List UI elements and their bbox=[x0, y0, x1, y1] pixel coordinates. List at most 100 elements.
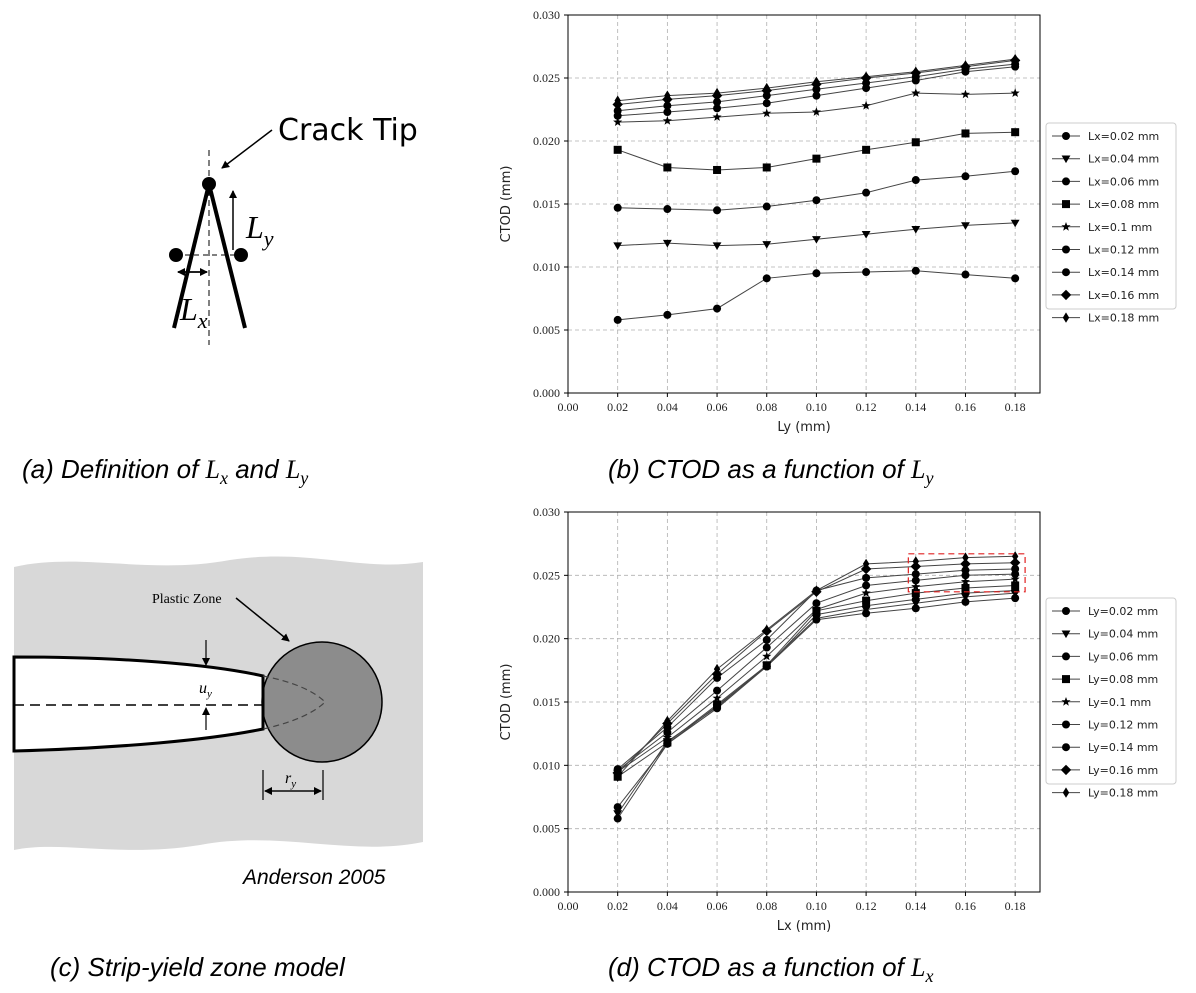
y-tick-label: 0.025 bbox=[533, 568, 560, 582]
lx-symbol: Lx bbox=[179, 291, 208, 333]
crack-tip-arrow bbox=[221, 129, 273, 169]
data-point bbox=[762, 108, 772, 118]
y-tick-label: 0.000 bbox=[533, 885, 560, 899]
data-point bbox=[862, 581, 871, 590]
legend-marker bbox=[1062, 607, 1070, 615]
data-point bbox=[812, 154, 821, 163]
data-point bbox=[862, 558, 870, 570]
plot-frame bbox=[567, 511, 1041, 893]
panel-a-diagram: Crack Tip Ly Lx bbox=[169, 113, 418, 345]
x-tick-label: 0.12 bbox=[856, 899, 877, 913]
y-tick-label: 0.015 bbox=[533, 695, 560, 709]
x-tick-label: 0.00 bbox=[558, 400, 579, 414]
legend-marker bbox=[1060, 764, 1072, 776]
y-tick-label: 0.005 bbox=[533, 323, 560, 337]
data-point bbox=[1011, 274, 1020, 283]
data-point bbox=[613, 106, 622, 115]
x-tick-label: 0.10 bbox=[806, 899, 827, 913]
x-tick-label: 0.12 bbox=[856, 400, 877, 414]
uy-symbol: uy bbox=[199, 680, 212, 700]
data-point bbox=[862, 188, 871, 197]
data-point bbox=[812, 91, 821, 100]
data-point bbox=[712, 693, 722, 703]
x-tick-label: 0.08 bbox=[756, 899, 777, 913]
x-tick-label: 0.18 bbox=[1005, 400, 1026, 414]
data-point bbox=[614, 771, 621, 782]
data-point bbox=[811, 107, 821, 116]
data-point bbox=[762, 202, 771, 211]
data-point bbox=[1011, 53, 1019, 65]
data-point bbox=[911, 88, 921, 97]
crack-tip-label: Crack Tip bbox=[278, 113, 418, 148]
data-point bbox=[862, 268, 871, 277]
data-point bbox=[961, 129, 970, 138]
legend-marker bbox=[1062, 743, 1070, 752]
legend-label: Ly=0.18 mm bbox=[1088, 787, 1158, 800]
data-point bbox=[662, 239, 672, 248]
y-tick-label: 0.025 bbox=[533, 71, 560, 85]
legend-label: Lx=0.02 mm bbox=[1088, 130, 1159, 143]
data-point bbox=[614, 95, 621, 106]
data-point bbox=[862, 71, 870, 82]
x-tick-label: 0.02 bbox=[607, 400, 628, 414]
legend-marker bbox=[1062, 652, 1070, 661]
plastic-zone-arrow bbox=[235, 597, 290, 642]
x-tick-label: 0.02 bbox=[607, 899, 628, 913]
data-point bbox=[1010, 574, 1020, 583]
credit-label: Anderson 2005 bbox=[241, 866, 386, 889]
data-point bbox=[1010, 219, 1020, 228]
data-point bbox=[961, 222, 970, 230]
data-point bbox=[663, 108, 672, 117]
y-tick-label: 0.000 bbox=[533, 386, 560, 400]
y-axis-label: CTOD (mm) bbox=[499, 664, 514, 741]
x-tick-label: 0.18 bbox=[1005, 899, 1026, 913]
legend-marker bbox=[1061, 630, 1071, 639]
y-axis-label: CTOD (mm) bbox=[499, 166, 514, 243]
data-point bbox=[762, 635, 771, 644]
data-point bbox=[762, 274, 771, 283]
data-point bbox=[960, 89, 970, 99]
legend-marker bbox=[1061, 155, 1071, 164]
data-point bbox=[812, 269, 821, 278]
data-point bbox=[712, 242, 722, 250]
highlight-box bbox=[907, 553, 1026, 593]
legend-frame bbox=[1045, 597, 1177, 785]
data-point bbox=[713, 700, 722, 709]
data-point bbox=[613, 117, 623, 126]
legend-label: Lx=0.12 mm bbox=[1088, 244, 1159, 257]
data-point bbox=[912, 66, 919, 77]
legend-label: Ly=0.06 mm bbox=[1088, 650, 1158, 663]
data-point bbox=[762, 661, 771, 670]
caption-d: (d) CTOD as a function of Lx bbox=[608, 952, 933, 986]
legend: Ly=0.02 mm Ly=0.04 mm Ly=0.06 mm Ly=0.08 mm… bbox=[1045, 597, 1177, 800]
chart-d: 0.00 0.02 0.04 0.06 0.08 0.10 0.12 0.14 0.16 0.18… bbox=[499, 505, 1177, 934]
data-point bbox=[663, 163, 672, 172]
data-point bbox=[662, 116, 672, 125]
data-point bbox=[911, 176, 920, 185]
caption-a: (a) Definition of Lx and Ly bbox=[22, 454, 308, 488]
data-point bbox=[763, 624, 770, 635]
data-point bbox=[862, 573, 871, 582]
data-point bbox=[911, 266, 920, 275]
data-point bbox=[1011, 167, 1020, 176]
data-point bbox=[762, 643, 771, 652]
data-point bbox=[713, 87, 721, 99]
data-point bbox=[1011, 565, 1020, 573]
crack-flank-left bbox=[172, 183, 211, 329]
data-point bbox=[812, 196, 821, 205]
legend-label: Lx=0.08 mm bbox=[1088, 198, 1159, 211]
x-tick-label: 0.00 bbox=[558, 899, 579, 913]
x-tick-label: 0.04 bbox=[657, 899, 678, 913]
data-point bbox=[812, 599, 821, 608]
data-point bbox=[1010, 88, 1020, 97]
caption-c: (c) Strip-yield zone model bbox=[50, 952, 346, 982]
y-tick-label: 0.030 bbox=[533, 8, 560, 22]
legend-label: Ly=0.08 mm bbox=[1088, 673, 1158, 686]
legend-label: Lx=0.14 mm bbox=[1088, 266, 1159, 279]
data-point bbox=[613, 145, 622, 154]
data-point bbox=[712, 112, 722, 121]
caption-b: (b) CTOD as a function of Ly bbox=[608, 454, 933, 488]
x-tick-label: 0.08 bbox=[756, 400, 777, 414]
legend-marker bbox=[1062, 312, 1070, 323]
